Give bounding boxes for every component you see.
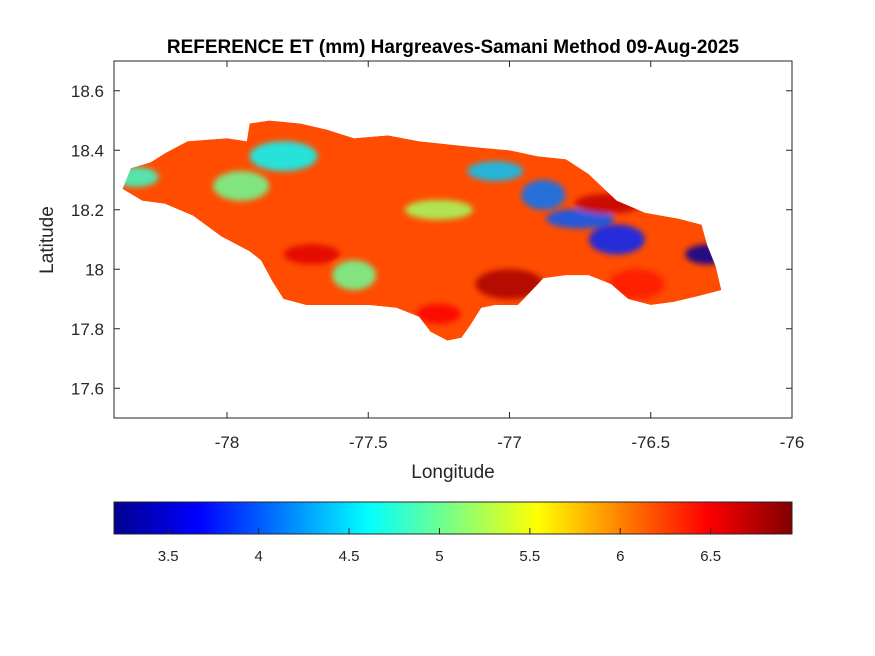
- colorbar: 3.5 4 4.5 5 5.5 6 6.5: [113, 501, 793, 565]
- y-axis: 17.6 17.8 18 18.2 18.4 18.6: [71, 82, 792, 398]
- colorbar-tick-label: 4: [254, 548, 262, 565]
- field-feature: [588, 224, 645, 255]
- y-tick-label: 18.6: [71, 82, 104, 101]
- colorbar-tick-label: 5.5: [519, 548, 540, 565]
- colorbar-tick-label: 6: [616, 548, 624, 565]
- colorbar-tick-label: 4.5: [339, 548, 360, 565]
- chart-title: REFERENCE ET (mm) Hargreaves-Samani Meth…: [167, 37, 740, 58]
- colorbar-tick-label: 6.5: [700, 548, 721, 565]
- island-base-fill: [122, 120, 722, 341]
- x-axis-label: Longitude: [411, 462, 494, 483]
- y-tick-label: 18.4: [71, 141, 104, 160]
- field-feature: [213, 170, 270, 201]
- field-feature: [608, 269, 665, 300]
- field-feature: [332, 260, 377, 291]
- x-tick-label: -76: [780, 433, 805, 452]
- field-feature: [521, 179, 566, 210]
- x-tick-label: -77.5: [349, 433, 388, 452]
- colorbar-ticks: 3.5 4 4.5 5 5.5 6 6.5: [158, 528, 721, 565]
- colorbar-gradient: [113, 501, 793, 535]
- y-tick-label: 18.2: [71, 201, 104, 220]
- plot-frame: [113, 60, 793, 419]
- x-tick-label: -76.5: [631, 433, 670, 452]
- field-feature: [404, 199, 473, 220]
- colorbar-tick-label: 5: [435, 548, 443, 565]
- colorbar-tick-label: 3.5: [158, 548, 179, 565]
- x-tick-label: -78: [215, 433, 240, 452]
- field-feature: [475, 269, 544, 300]
- field-feature: [546, 208, 615, 229]
- map-plot-area: -78 -77.5 -77 -76.5 -76 17.6 17.8 18 18.2 18.4 18…: [71, 60, 805, 452]
- field-feature: [467, 161, 524, 182]
- x-axis: -78 -77.5 -77 -76.5 -76: [215, 61, 805, 452]
- y-tick-label: 18: [85, 260, 104, 279]
- field-feature: [416, 303, 461, 324]
- x-tick-label: -77: [497, 433, 522, 452]
- y-tick-label: 17.8: [71, 320, 104, 339]
- et-field: [122, 120, 722, 341]
- field-feature: [283, 244, 340, 265]
- y-axis-label: Latitude: [37, 206, 58, 274]
- y-tick-label: 17.6: [71, 379, 104, 398]
- field-feature: [249, 141, 318, 172]
